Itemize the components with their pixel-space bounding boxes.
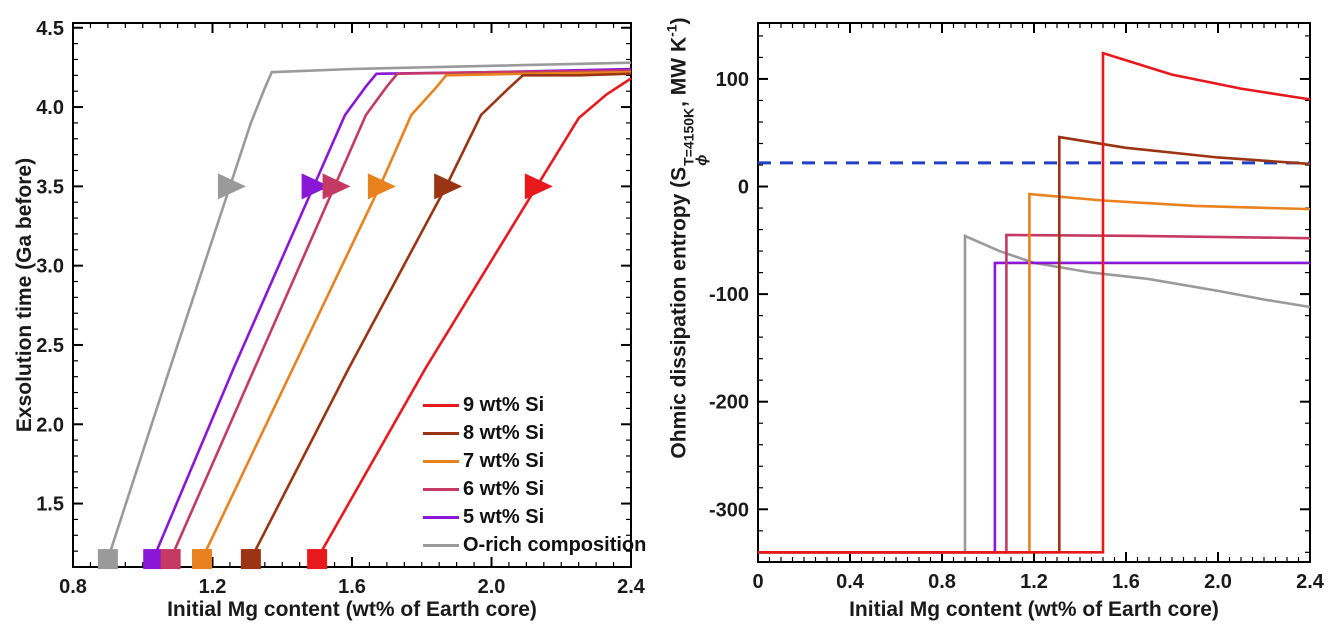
legend-row-6-wt-si: 6 wt% Si [423,475,646,503]
triangle-marker-5-wt-si [301,173,330,200]
legend-swatch-5-wt-si [423,515,459,519]
series-line-6-wt-si [758,233,1311,554]
legend-row-5-wt-si: 5 wt% Si [423,503,646,531]
right-y-axis-label: Ohmic dissipation entropy (S T=4150K ϕ, MW… [663,17,711,459]
y-tick-label: 3.0 [36,256,64,278]
right-y-label-prefix: Ohmic dissipation entropy (S [667,166,691,459]
series-line-o-rich-composition [758,234,1311,554]
right-y-label-suffix: ) [667,17,691,25]
legend: 9 wt% Si 8 wt% Si 7 wt% Si 6 wt% Si 5 wt% Si… [423,391,646,559]
triangle-marker-8-wt-si [434,173,463,200]
x-tick-label: 0 [752,571,763,593]
legend-row-9-wt-si: 9 wt% Si [423,391,646,419]
legend-swatch-6-wt-si [423,487,459,491]
legend-row-o-rich-composition: O-rich composition [423,531,646,559]
right-y-label-subsup: T=4150K ϕ [680,108,711,166]
square-marker-5-wt-si [143,549,164,570]
triangle-marker-9-wt-si [524,173,553,200]
square-marker-o-rich-composition [97,549,118,570]
left-x-axis-label: Initial Mg content (wt% of Earth core) [167,598,537,621]
x-tick-label: 1.2 [1020,571,1048,593]
series-line-9-wt-si [315,77,632,560]
left-y-axis-label: Exsolution time (Ga before) [13,157,36,433]
x-tick-label: 0.4 [836,571,865,593]
y-tick-label: -300 [709,499,749,521]
triangle-marker-o-rich-composition [217,173,246,200]
y-tick-label: 2.5 [36,335,64,357]
x-tick-label: 2.0 [1204,571,1232,593]
right-y-label-exponent: -1 [663,24,680,37]
right-x-axis-label: Initial Mg content (wt% of Earth core) [849,598,1219,621]
legend-label-9-wt-si: 9 wt% Si [463,393,545,416]
x-tick-label: 1.2 [199,576,227,598]
y-tick-label: 4.0 [36,97,64,119]
x-tick-label: 0.8 [928,571,956,593]
x-tick-label: 2.4 [1296,571,1325,593]
legend-label-o-rich-composition: O-rich composition [463,533,647,556]
legend-label-7-wt-si: 7 wt% Si [463,449,545,472]
square-marker-6-wt-si [160,549,181,570]
x-tick-label: 1.6 [1112,571,1140,593]
y-tick-label: 100 [716,69,749,91]
square-marker-8-wt-si [240,549,261,570]
x-tick-label: 1.6 [338,576,366,598]
series-line-5-wt-si [758,261,1310,554]
series-line-8-wt-si [758,135,1311,554]
legend-label-6-wt-si: 6 wt% Si [463,477,545,500]
y-tick-label: 4.5 [36,18,64,40]
legend-row-8-wt-si: 8 wt% Si [423,419,646,447]
series-line-8-wt-si [249,72,632,560]
phi-symbol: ϕ [693,154,711,166]
x-tick-label: 2.4 [617,576,646,598]
square-marker-9-wt-si [307,549,328,570]
y-tick-label: -200 [709,392,749,414]
series-line-6-wt-si [169,69,632,560]
x-tick-label: 0.8 [59,576,87,598]
legend-swatch-o-rich-composition [423,543,459,547]
y-tick-label: 2.0 [36,414,64,436]
triangle-marker-6-wt-si [322,173,351,200]
legend-label-5-wt-si: 5 wt% Si [463,505,545,528]
y-tick-label: -100 [709,284,749,306]
y-tick-label: 3.5 [36,176,64,198]
series-line-9-wt-si [758,51,1311,554]
legend-row-7-wt-si: 7 wt% Si [423,447,646,475]
y-tick-label: 1.5 [36,494,64,516]
legend-swatch-7-wt-si [423,459,459,463]
y-tick-label: 0 [738,177,749,199]
legend-swatch-9-wt-si [423,403,459,407]
legend-label-8-wt-si: 8 wt% Si [463,421,545,444]
series-line-7-wt-si [758,192,1311,554]
right-y-label-mid: , MW K [667,36,691,107]
x-tick-label: 2.0 [478,576,506,598]
series-line-7-wt-si [200,70,632,560]
series-line-o-rich-composition [106,61,632,560]
square-marker-7-wt-si [192,549,213,570]
legend-swatch-8-wt-si [423,431,459,435]
triangle-marker-7-wt-si [367,173,396,200]
